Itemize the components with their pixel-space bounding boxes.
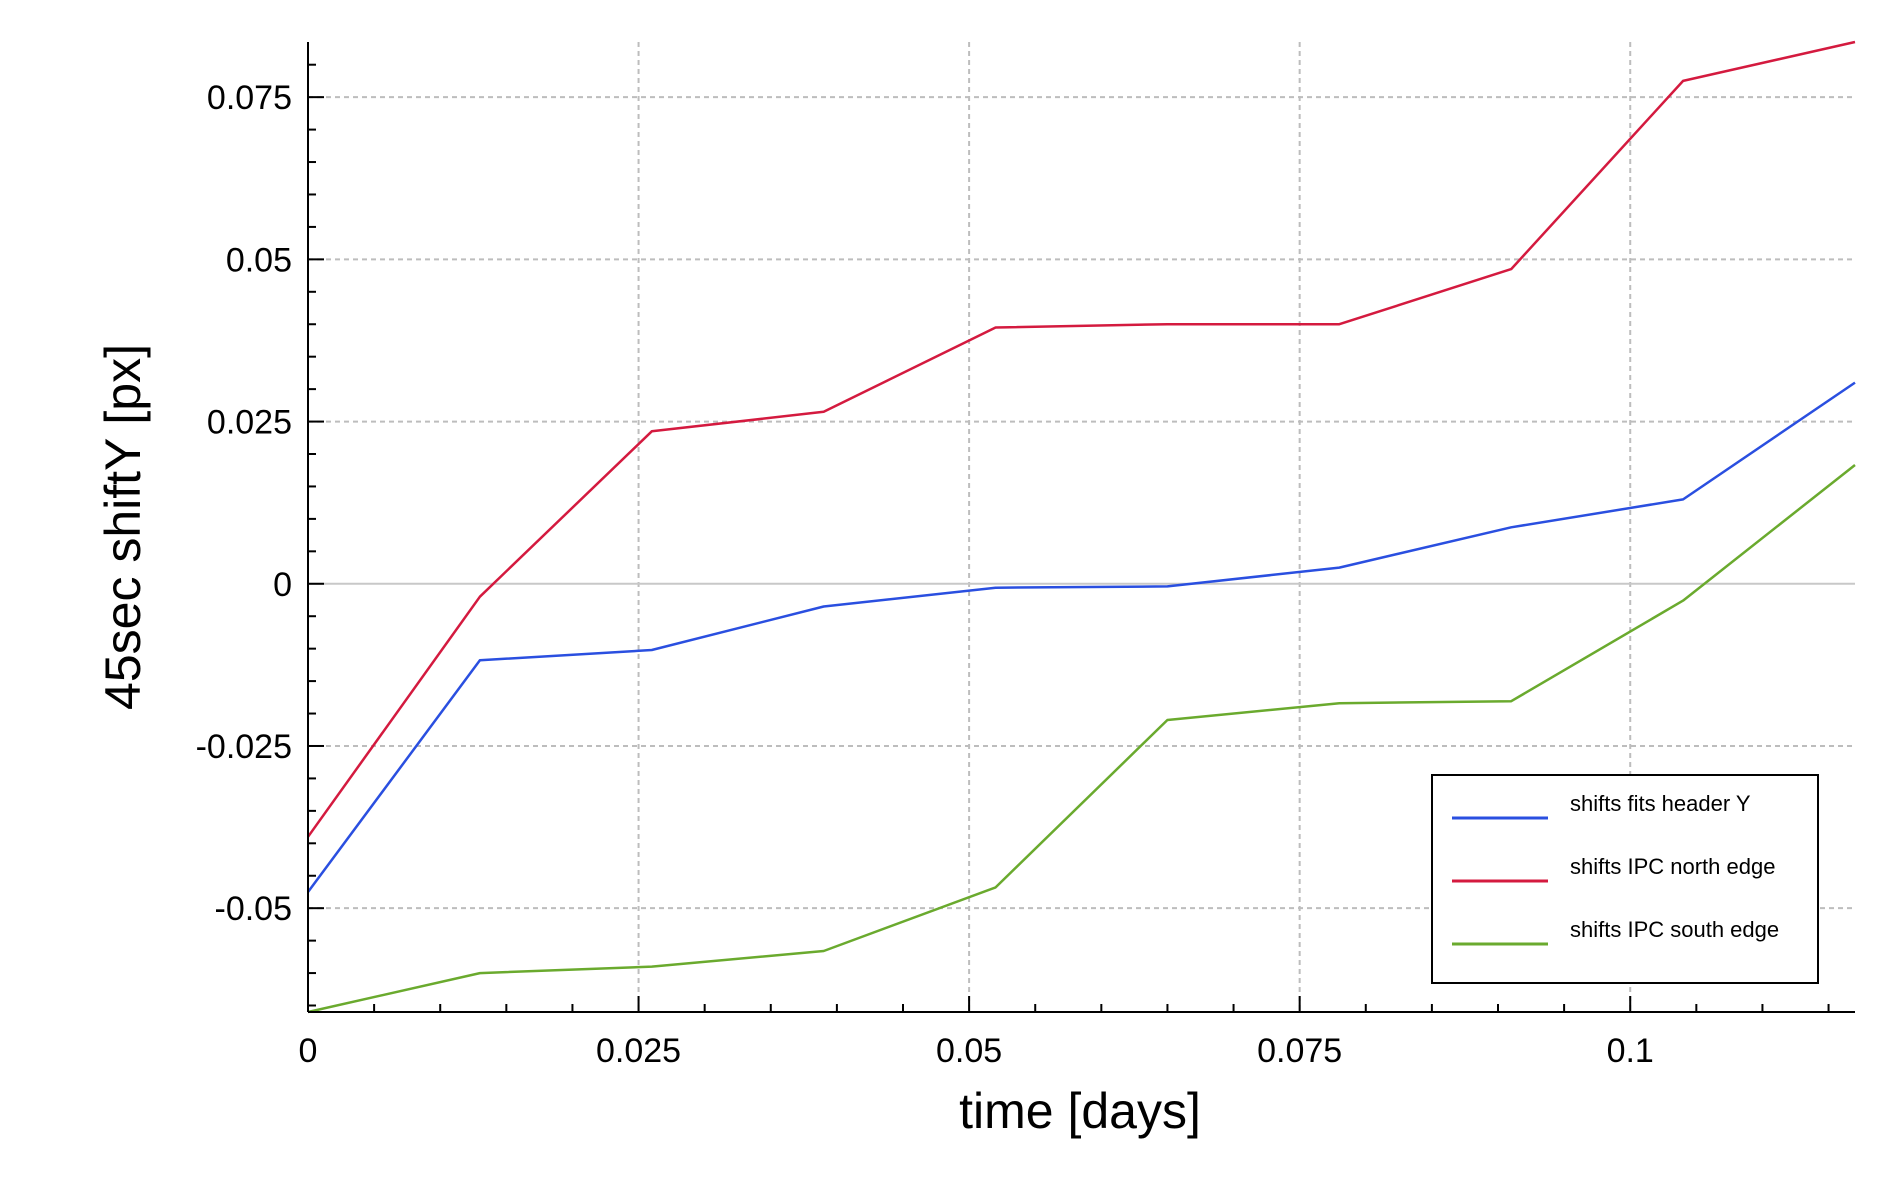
y-axis-title: 45sec shiftY [px] [95,344,151,710]
x-tick-label: 0.025 [596,1032,681,1070]
x-tick-label: 0.1 [1607,1032,1654,1070]
axes [307,42,1855,1013]
y-tick-label: 0.05 [226,241,292,279]
series-line [306,381,1856,893]
y-tick-label: 0 [273,566,292,604]
legend: shifts fits header Y shifts IPC north edg… [1431,774,1819,984]
y-tick-label: -0.05 [215,890,293,928]
y-tick-label: 0.025 [207,404,292,442]
legend-label: shifts IPC north edge [1570,854,1775,879]
series-line [307,464,1856,1014]
series-lines [306,40,1856,1014]
legend-box [1431,774,1819,984]
tick-labels: 0 0.025 0.05 0.075 0.1 -0.05 -0.025 0 0.025 0.05 0… [196,79,1654,1070]
x-tick-label: 0 [299,1032,318,1070]
x-axis-title: time [days] [959,1083,1201,1139]
x-tick-label: 0.05 [936,1032,1002,1070]
legend-label: shifts IPC south edge [1570,917,1779,942]
y-tick-label: 0.075 [207,79,292,117]
legend-label: shifts fits header Y [1570,791,1751,816]
y-tick-label: -0.025 [196,728,292,766]
x-tick-label: 0.075 [1257,1032,1342,1070]
series-line [306,40,1856,838]
